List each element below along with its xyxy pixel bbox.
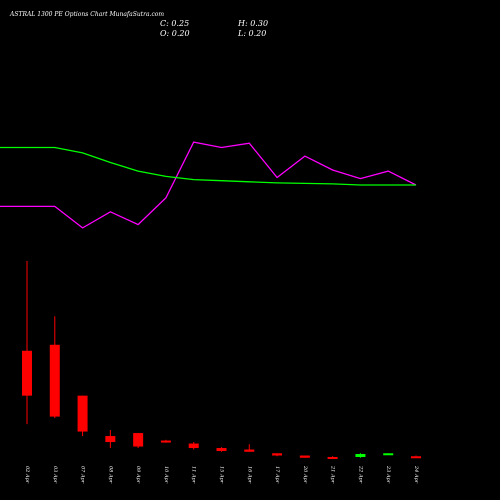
candle (49, 316, 60, 419)
candle (244, 444, 255, 452)
candle-body (244, 449, 255, 452)
x-tick-label: 23 Apr (385, 465, 391, 484)
moving-average-panel (0, 141, 417, 229)
candle-body (272, 453, 283, 456)
candle (188, 442, 199, 450)
x-tick-label: 02 Apr (24, 466, 30, 484)
candle (411, 455, 421, 459)
candle (160, 439, 171, 443)
x-tick-label: 24 Apr (413, 465, 419, 484)
x-tick-label: 20 Apr (302, 465, 308, 484)
ma-fast-line (0, 141, 417, 229)
candle (272, 453, 283, 457)
candle-body (355, 454, 366, 458)
candle-body (49, 344, 60, 417)
candle (22, 260, 32, 425)
candle (355, 453, 366, 458)
candle (133, 433, 144, 449)
x-tick-label: 03 Apr (52, 466, 58, 484)
x-tick-label: 22 Apr (357, 465, 363, 484)
candle-body (188, 443, 199, 449)
x-tick-label: 16 Apr (246, 466, 252, 484)
candle (299, 455, 310, 458)
x-tick-label: 08 Apr (107, 466, 113, 484)
x-tick-label: 11 Apr (191, 466, 197, 484)
candle-body (327, 457, 338, 460)
candle (77, 395, 88, 437)
candle-body (216, 448, 227, 452)
candle-body (133, 433, 144, 447)
candle-body (411, 456, 421, 459)
candle-body (105, 436, 116, 443)
candle (327, 456, 338, 460)
candlestick-panel (22, 260, 421, 460)
x-tick-label: 17 Apr (274, 466, 280, 484)
low-value: L: 0.20 (237, 29, 266, 38)
x-tick-label: 10 Apr (163, 466, 169, 484)
x-tick-label: 09 Apr (135, 466, 141, 484)
ma-slow-line (0, 146, 416, 186)
x-axis: 02 Apr 03 Apr 07 Apr 08 Apr 09 Apr 10 Apr 11 A… (24, 465, 419, 484)
close-value: C: 0.25 (160, 19, 189, 28)
candle-body (77, 395, 88, 432)
candle-body (22, 350, 32, 396)
candle (216, 447, 227, 452)
candle (383, 453, 394, 456)
high-value: H: 0.30 (237, 19, 268, 28)
x-tick-label: 07 Apr (80, 466, 86, 484)
open-value: O: 0.20 (160, 29, 190, 38)
chart-title: ASTRAL 1300 PE Options Chart MunafaSutra… (9, 11, 164, 18)
x-tick-label: 21 Apr (330, 465, 336, 484)
candle-body (299, 455, 310, 458)
x-tick-label: 15 Apr (219, 466, 225, 484)
candle-body (160, 440, 171, 443)
candle-body (383, 453, 394, 456)
candle (105, 430, 116, 449)
